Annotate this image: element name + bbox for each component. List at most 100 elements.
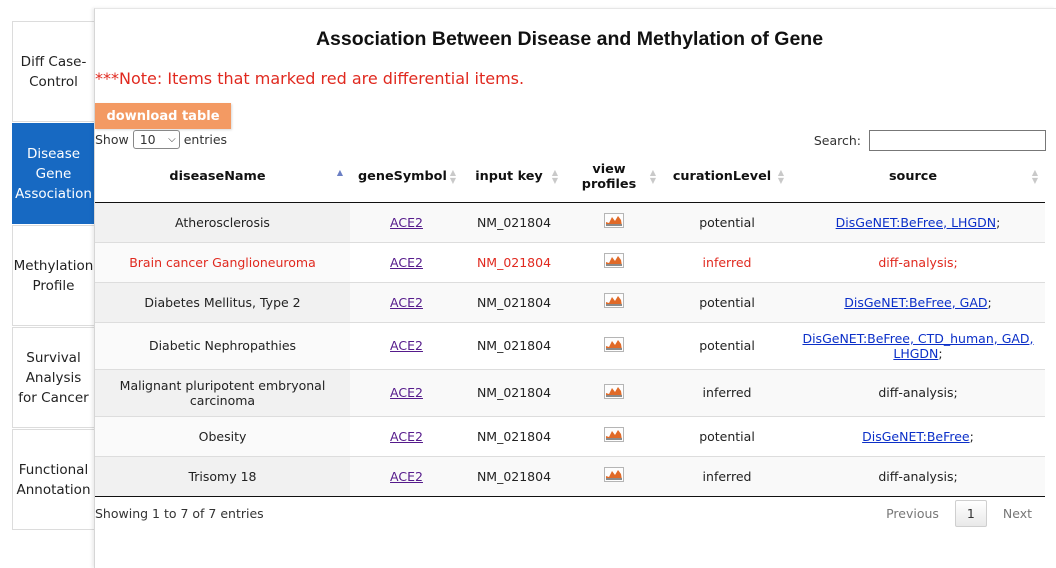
table-row: Atherosclerosis ACE2 NM_021804 potential Dis…	[95, 201, 1045, 242]
gene-symbol-cell: ACE2	[350, 201, 463, 242]
gene-symbol-cell: ACE2	[350, 281, 463, 322]
source-cell: diff-analysis;	[791, 368, 1045, 416]
page-title: Association Between Disease and Methylat…	[315, 28, 824, 50]
sort-both-icon: ▲ ▼	[777, 167, 784, 185]
source-link[interactable]: DisGeNET:BeFree, LHGDN	[835, 214, 997, 230]
source-separator: ;	[996, 214, 1001, 230]
view-profiles-cell	[565, 241, 663, 282]
nav-item-label: Diff Case-Control	[20, 53, 87, 90]
main-panel: Association Between Disease and Methylat…	[94, 8, 1056, 568]
nav-item-functional-annotation[interactable]: Functional Annotation	[12, 429, 94, 530]
nav-item-label: Survival Analysis for Cancer	[18, 349, 89, 406]
table-info: Showing 1 to 7 of 7 entries	[95, 506, 264, 521]
disease-name-cell: Diabetes Mellitus, Type 2	[95, 281, 350, 322]
source-value: diff-analysis	[878, 254, 954, 270]
source-cell: diff-analysis;	[791, 241, 1045, 282]
gene-symbol-cell: ACE2	[350, 415, 463, 456]
nav-item-methylation-profile[interactable]: Methylation Profile	[12, 225, 94, 326]
column-header-disease-name[interactable]: diseaseName ▲	[95, 152, 350, 203]
source-value: diff-analysis	[878, 468, 954, 484]
view-profiles-cell	[565, 321, 663, 369]
gene-symbol-link[interactable]: ACE2	[390, 385, 423, 400]
chart-profile-icon[interactable]	[604, 213, 624, 231]
gene-symbol-link[interactable]: ACE2	[390, 254, 423, 270]
source-text: diff-analysis;	[878, 468, 958, 484]
download-table-button[interactable]: download table	[95, 103, 231, 129]
nav-item-diff-case-control[interactable]: Diff Case-Control	[12, 21, 94, 122]
entries-per-page-select[interactable]: 10 ⌵	[132, 130, 180, 149]
source-link[interactable]: DisGeNET:BeFree, CTD_human, GAD, LHGDN	[802, 330, 1034, 361]
chart-profile-icon[interactable]	[604, 383, 624, 402]
nav-item-label: Methylation Profile	[13, 257, 94, 294]
side-navigation: Diff Case-Control Disease Gene Associati…	[12, 21, 104, 531]
search-input[interactable]	[869, 130, 1046, 151]
page-number-button[interactable]: 1	[954, 500, 987, 527]
previous-page-button[interactable]: Previous	[886, 506, 939, 521]
column-header-label: diseaseName	[169, 169, 266, 185]
sort-ascending-icon: ▲	[336, 167, 343, 177]
gene-symbol-cell: ACE2	[350, 455, 463, 497]
chart-profile-icon[interactable]	[604, 427, 624, 445]
column-header-gene-symbol[interactable]: geneSymbol ▲ ▼	[350, 152, 463, 203]
disease-name-cell: Malignant pluripotent embryonal carcinom…	[95, 368, 350, 416]
view-profiles-cell	[565, 201, 663, 242]
gene-symbol-cell: ACE2	[350, 241, 463, 282]
entries-length-control: Show 10 ⌵ entries	[95, 130, 227, 149]
view-profiles-cell	[565, 281, 663, 322]
gene-symbol-link[interactable]: ACE2	[390, 428, 423, 444]
source-separator: ;	[987, 294, 992, 310]
gene-symbol-link[interactable]: ACE2	[390, 294, 423, 310]
disease-name-cell: Brain cancer Ganglioneuroma	[95, 241, 350, 282]
source-link[interactable]: DisGeNET:BeFree, GAD	[844, 294, 988, 310]
source-cell: diff-analysis;	[791, 455, 1045, 497]
column-header-curation-level[interactable]: curationLevel ▲ ▼	[663, 152, 791, 203]
gene-symbol-link[interactable]: ACE2	[390, 468, 423, 484]
column-header-source[interactable]: source ▲ ▼	[791, 152, 1045, 203]
disease-name-cell: Trisomy 18	[95, 455, 350, 497]
chart-profile-icon[interactable]	[604, 253, 624, 271]
next-page-button[interactable]: Next	[1002, 506, 1032, 521]
source-cell: DisGeNET:BeFree, GAD;	[791, 281, 1045, 322]
view-profiles-cell	[565, 368, 663, 416]
gene-symbol-link[interactable]: ACE2	[390, 214, 423, 230]
column-header-label: geneSymbol	[358, 169, 447, 185]
view-profiles-cell	[565, 415, 663, 456]
table-body: Atherosclerosis ACE2 NM_021804 potential Dis…	[95, 201, 1045, 497]
chart-profile-icon[interactable]	[604, 293, 624, 311]
column-header-label: source	[888, 169, 938, 185]
curation-level-cell: potential	[663, 281, 791, 322]
column-header-view-profiles[interactable]: view profiles ▲ ▼	[565, 152, 663, 203]
input-key-cell: NM_021804	[463, 281, 565, 322]
sort-both-icon: ▲ ▼	[1031, 167, 1038, 185]
sort-both-icon: ▲ ▼	[449, 167, 456, 185]
chart-profile-icon[interactable]	[604, 467, 624, 485]
input-key-cell: NM_021804	[463, 368, 565, 416]
entries-label: entries	[183, 132, 228, 147]
chevron-down-icon: ⌵	[168, 134, 176, 145]
source-separator: ;	[938, 345, 943, 361]
table-container: diseaseName ▲ geneSymbol ▲ ▼ input key ▲ ▼…	[95, 152, 1045, 497]
gene-symbol-link[interactable]: ACE2	[390, 338, 423, 353]
table-search-control: Search:	[814, 130, 1046, 151]
table-row: Trisomy 18 ACE2 NM_021804 inferred diff-anal…	[95, 455, 1045, 497]
column-header-input-key[interactable]: input key ▲ ▼	[463, 152, 565, 203]
chart-profile-icon[interactable]	[604, 336, 624, 355]
source-value: diff-analysis	[878, 385, 954, 400]
nav-item-survival-analysis[interactable]: Survival Analysis for Cancer	[12, 327, 94, 428]
nav-item-label: Disease Gene Association	[15, 145, 92, 202]
sort-both-icon: ▲ ▼	[551, 167, 558, 185]
source-cell: DisGeNET:BeFree;	[791, 415, 1045, 456]
view-profiles-cell	[565, 455, 663, 497]
sort-both-icon: ▲ ▼	[649, 167, 656, 185]
curation-level-cell: inferred	[663, 241, 791, 282]
pagination: Previous 1 Next	[876, 500, 1042, 527]
column-header-label: curationLevel	[672, 169, 772, 185]
column-header-label: view profiles	[581, 161, 637, 192]
disease-name-cell: Obesity	[95, 415, 350, 456]
table-row: Brain cancer Ganglioneuroma ACE2 NM_021804…	[95, 241, 1045, 282]
curation-level-cell: inferred	[663, 455, 791, 497]
source-text: diff-analysis;	[878, 385, 958, 400]
nav-item-disease-gene-association[interactable]: Disease Gene Association	[12, 123, 104, 224]
input-key-cell: NM_021804	[463, 321, 565, 369]
source-link[interactable]: DisGeNET:BeFree	[862, 428, 970, 444]
